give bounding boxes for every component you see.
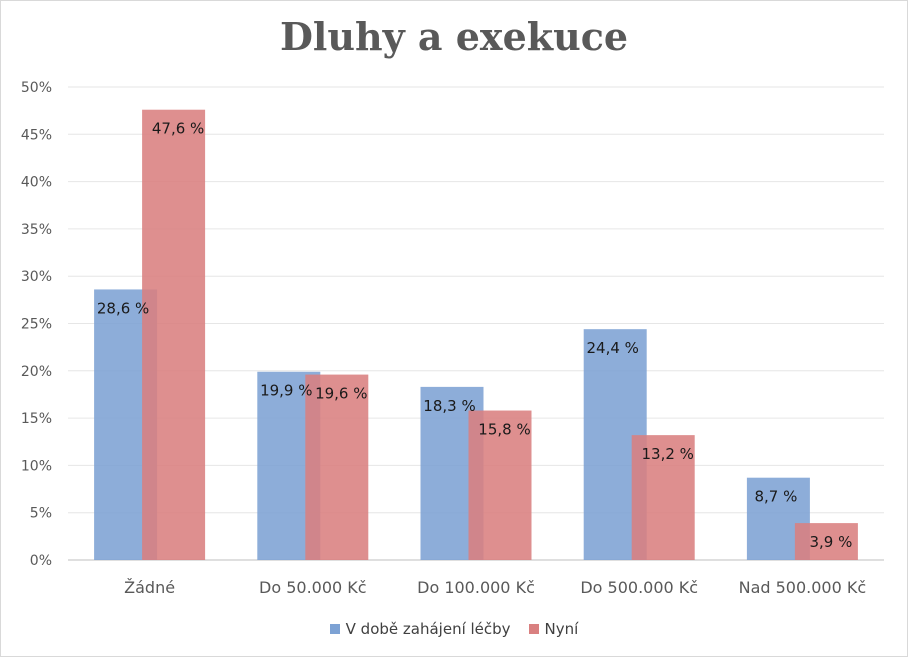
x-tick-label: Žádné xyxy=(124,578,175,597)
y-tick-label: 5% xyxy=(30,506,52,522)
y-tick-label: 30% xyxy=(21,269,52,285)
legend-label-series-1: V době zahájení léčby xyxy=(345,620,511,638)
legend-label-series-2: Nyní xyxy=(544,620,579,638)
legend-swatch-series-2 xyxy=(528,624,539,634)
x-tick-label: Nad 500.000 Kč xyxy=(739,578,867,597)
data-label-series-1: 19,9 % xyxy=(260,382,312,400)
data-label-series-1: 18,3 % xyxy=(423,397,475,415)
data-label-series-2: 47,6 % xyxy=(152,120,204,138)
bar-series-2 xyxy=(142,109,206,560)
data-label-series-1: 28,6 % xyxy=(97,299,149,317)
y-tick-label: 35% xyxy=(21,222,52,238)
bar-chart: 0% 5% 10% 15% 20% 25% 30% 35% 40% 45% 50% 28,6 % 47,… xyxy=(21,80,884,597)
legend-swatch-series-1 xyxy=(329,624,340,634)
y-tick-label: 0% xyxy=(30,553,52,569)
legend: V době zahájení léčby Nyní xyxy=(0,620,908,638)
bar-series-2 xyxy=(468,410,532,560)
x-tick-label: Do 50.000 Kč xyxy=(259,578,367,597)
y-tick-label: 40% xyxy=(21,175,52,191)
y-tick-label: 15% xyxy=(21,411,52,427)
data-label-series-2: 15,8 % xyxy=(478,421,530,439)
data-label-series-1: 8,7 % xyxy=(754,488,797,506)
x-tick-label: Do 500.000 Kč xyxy=(580,578,698,597)
data-label-series-2: 3,9 % xyxy=(809,533,852,551)
data-label-series-2: 19,6 % xyxy=(315,385,367,403)
bar-series-2 xyxy=(305,374,369,560)
y-tick-label: 45% xyxy=(21,127,52,143)
y-tick-label: 25% xyxy=(21,317,52,333)
x-tick-label: Do 100.000 Kč xyxy=(417,578,535,597)
chart-title: Dluhy a exekuce xyxy=(279,14,629,59)
bar-series-2 xyxy=(794,523,858,560)
legend-item-series-2: Nyní xyxy=(528,620,579,638)
legend-item-series-1: V době zahájení léčby xyxy=(329,620,511,638)
bar-series-2 xyxy=(631,435,695,560)
y-tick-label: 10% xyxy=(21,458,52,474)
data-label-series-2: 13,2 % xyxy=(641,445,693,463)
y-tick-label: 20% xyxy=(21,364,52,380)
data-label-series-1: 24,4 % xyxy=(586,339,638,357)
y-tick-label: 50% xyxy=(21,80,52,96)
